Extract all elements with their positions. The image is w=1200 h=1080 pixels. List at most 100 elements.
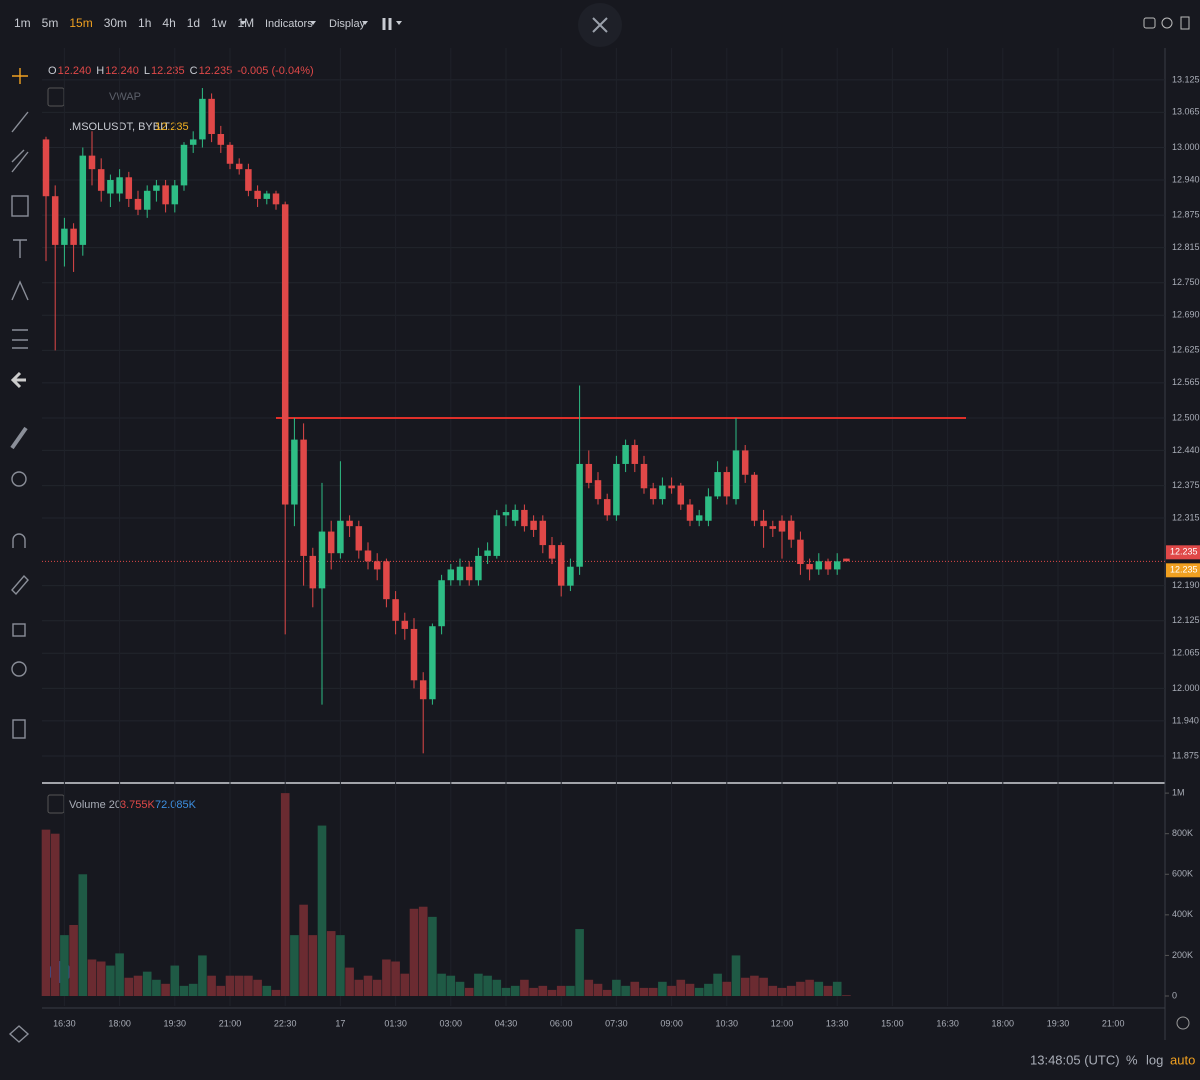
candle-body [189,139,197,145]
close-icon[interactable] [592,17,608,33]
interval-button[interactable]: 1m [14,16,31,30]
volume-bar [796,981,805,996]
log-toggle[interactable]: log [1146,1052,1163,1067]
interval-button[interactable]: 5m [42,16,59,30]
candle-body [456,566,464,581]
lock-tool[interactable] [12,623,26,637]
channel-tool[interactable] [11,149,29,173]
volume-bar [455,981,465,996]
ruler-tool[interactable] [10,426,28,450]
candle-body [235,163,243,170]
percent-toggle[interactable]: % [1126,1052,1138,1067]
layers-tool[interactable] [8,1025,30,1043]
line-tool[interactable] [11,111,29,133]
y2-tick-label: 600K [1172,869,1193,879]
volume-bar [161,983,170,996]
interval-button[interactable]: 1h [138,16,151,30]
volume-bar [575,929,584,996]
shape-tool[interactable] [11,195,29,217]
volume-bar [60,935,69,996]
candle-body [51,196,59,245]
volume-bar [538,985,548,996]
interval-button[interactable]: 4h [162,16,175,30]
text-tool[interactable] [13,239,27,258]
candle-body [309,555,317,589]
volume-bar [391,961,400,996]
visibility-tool[interactable] [11,661,27,677]
chart-type-icon[interactable] [382,18,392,30]
candle-body [484,550,491,556]
candle-body [199,98,206,140]
y-tick-label: 13.000 [1172,142,1200,152]
ohlc-key: C [190,65,198,77]
volume-bar [418,906,428,996]
candle-body [622,445,629,464]
volume-bar [602,989,612,996]
candle-body [438,580,445,627]
candle-body [217,134,225,145]
x-tick-label: 19:30 [164,1018,187,1028]
candle-body [281,204,289,505]
x-tick-label: 06:00 [550,1018,573,1028]
pattern-tool[interactable] [11,280,29,301]
y-tick-label: 12.690 [1172,310,1200,320]
candle-body [162,185,169,205]
volume-bar [207,975,216,996]
auto-toggle[interactable]: auto [1170,1052,1195,1067]
measure-tool[interactable] [12,329,28,349]
volume-bar [87,959,97,996]
fullscreen-icon[interactable] [1180,16,1190,30]
x-tick-label: 18:00 [992,1018,1015,1028]
candle-body [778,520,786,532]
volume-bar [823,985,833,996]
indicators-menu[interactable]: Indicators [265,18,313,30]
interval-button[interactable]: 1d [187,16,200,30]
volume-name: Volume 20 [69,799,121,811]
volume-bar [740,977,750,996]
axis-settings-icon[interactable] [1176,1016,1190,1030]
interval-button[interactable]: 1M [237,16,254,30]
price-label: 12.235 [1170,565,1198,575]
candle-body [419,680,427,700]
candle-body [97,169,105,191]
camera-icon[interactable] [1143,17,1156,29]
volume-bar [639,987,649,996]
volume-bar [556,985,566,996]
trash-tool[interactable] [12,719,26,739]
candle-body [640,463,648,489]
interval-button[interactable]: 30m [104,16,127,30]
candle-body [833,561,841,570]
interval-button[interactable]: 1w [211,16,227,30]
volume-bar [115,953,124,996]
y2-tick-label: 800K [1172,828,1193,838]
candle-body [613,463,620,516]
volume-bar [372,979,382,996]
price-label: 12.235 [1170,547,1198,557]
crosshair-tool[interactable] [12,68,28,84]
clock: 13:48:05 (UTC) [1030,1052,1120,1067]
ohlc-key: H [96,65,104,77]
volume-bar [317,825,327,996]
volume-bar [446,975,456,996]
volume-bar [750,975,759,996]
volume-bar [106,965,115,996]
x-tick-label: 16:30 [936,1018,959,1028]
draw-lock-tool[interactable] [11,574,29,596]
settings-icon[interactable] [1161,17,1173,29]
display-menu[interactable]: Display [329,18,366,30]
ohlc-change: -0.005 (-0.04%) [237,65,313,77]
candle-body [741,450,749,475]
candle-body [686,504,694,521]
interval-button[interactable]: 15m [69,16,92,30]
volume-bar [483,975,492,996]
candle-body [447,569,455,581]
candle-body [61,228,68,245]
zoom-tool[interactable] [11,471,27,487]
volume-bar [759,977,768,996]
x-tick-label: 17 [335,1018,345,1028]
candle-body [659,485,666,500]
candle-body [263,193,271,199]
back-tool[interactable] [10,371,26,389]
magnet-tool[interactable] [12,533,26,548]
candle-body [107,179,114,194]
